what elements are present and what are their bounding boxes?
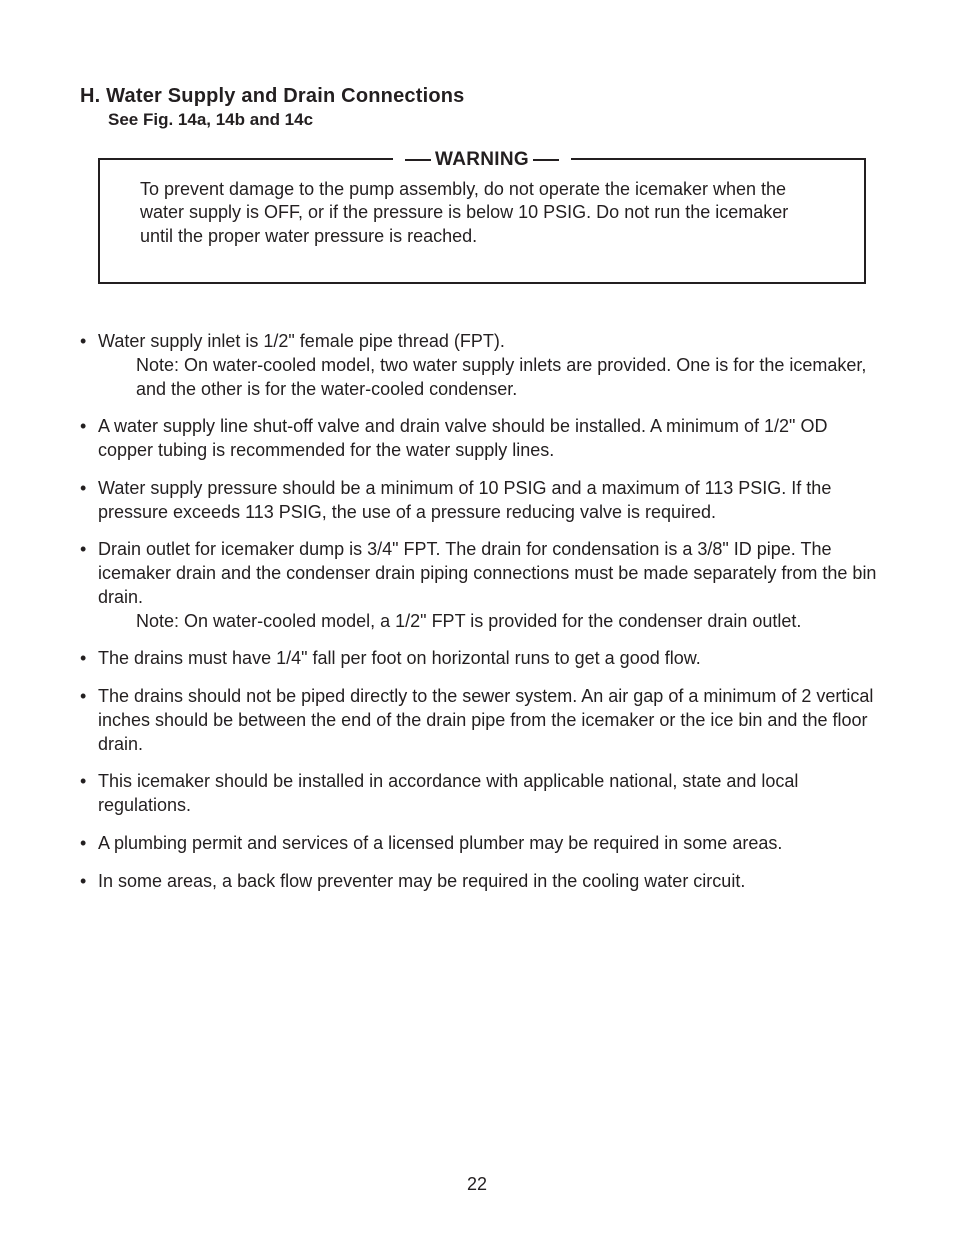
list-item: A water supply line shut-off valve and d… — [80, 415, 884, 463]
heading-title: Water Supply and Drain Connections — [106, 85, 464, 107]
document-page: H. Water Supply and Drain Connections Se… — [0, 0, 954, 1235]
warning-dash-right — [533, 159, 559, 161]
bullet-text: The drains must have 1/4" fall per foot … — [98, 647, 884, 671]
list-item: Water supply pressure should be a minimu… — [80, 477, 884, 525]
bullet-text: Drain outlet for icemaker dump is 3/4" F… — [98, 538, 884, 609]
warning-label: WARNING — [393, 148, 571, 173]
bullet-note: Note: On water-cooled model, a 1/2" FPT … — [136, 610, 884, 634]
note-label: Note: — [136, 611, 179, 631]
section-subheading: See Fig. 14a, 14b and 14c — [108, 110, 884, 130]
bullet-icon — [80, 477, 98, 525]
note-text: On water-cooled model, a 1/2" FPT is pro… — [184, 611, 801, 631]
bullet-icon — [80, 330, 98, 401]
bullet-text: A water supply line shut-off valve and d… — [98, 415, 884, 463]
bullet-content: Drain outlet for icemaker dump is 3/4" F… — [98, 538, 884, 633]
bullet-icon — [80, 832, 98, 856]
section-heading: H. Water Supply and Drain Connections — [80, 85, 884, 108]
warning-body: To prevent damage to the pump assembly, … — [140, 178, 824, 248]
note-label: Note: — [136, 355, 179, 375]
warning-dash-left — [405, 159, 431, 161]
bullet-icon — [80, 870, 98, 894]
warning-box: WARNING To prevent damage to the pump as… — [98, 158, 866, 284]
bullet-content: Water supply inlet is 1/2" female pipe t… — [98, 330, 884, 401]
warning-container: WARNING To prevent damage to the pump as… — [98, 158, 866, 284]
list-item: This icemaker should be installed in acc… — [80, 770, 884, 818]
bullet-text: The drains should not be piped directly … — [98, 685, 884, 756]
list-item: Drain outlet for icemaker dump is 3/4" F… — [80, 538, 884, 633]
bullet-icon — [80, 770, 98, 818]
bullet-icon — [80, 685, 98, 756]
bullet-icon — [80, 538, 98, 633]
bullet-text: A plumbing permit and services of a lice… — [98, 832, 884, 856]
warning-label-row: WARNING — [100, 148, 864, 173]
list-item: The drains must have 1/4" fall per foot … — [80, 647, 884, 671]
list-item: Water supply inlet is 1/2" female pipe t… — [80, 330, 884, 401]
bullet-list: Water supply inlet is 1/2" female pipe t… — [80, 330, 884, 893]
list-item: A plumbing permit and services of a lice… — [80, 832, 884, 856]
bullet-text: Water supply pressure should be a minimu… — [98, 477, 884, 525]
list-item: The drains should not be piped directly … — [80, 685, 884, 756]
list-item: In some areas, a back flow preventer may… — [80, 870, 884, 894]
warning-label-text: WARNING — [435, 148, 529, 173]
heading-prefix: H. — [80, 85, 100, 107]
bullet-text: In some areas, a back flow preventer may… — [98, 870, 884, 894]
note-text: On water-cooled model, two water supply … — [136, 355, 866, 399]
bullet-icon — [80, 647, 98, 671]
bullet-icon — [80, 415, 98, 463]
bullet-text: This icemaker should be installed in acc… — [98, 770, 884, 818]
page-number: 22 — [0, 1174, 954, 1195]
bullet-note: Note: On water-cooled model, two water s… — [136, 354, 884, 402]
bullet-text: Water supply inlet is 1/2" female pipe t… — [98, 330, 884, 354]
